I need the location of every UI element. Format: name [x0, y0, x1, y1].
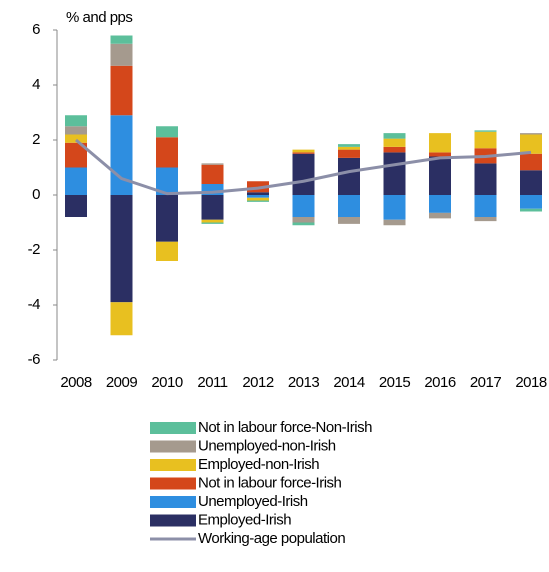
bar-segment	[383, 133, 406, 139]
bar-segment	[110, 35, 133, 44]
bar-segment	[520, 153, 542, 171]
bar-segment	[201, 222, 224, 224]
bar-segment	[429, 156, 451, 195]
legend-label: Not in labour force-Non-Irish	[198, 419, 372, 436]
bar-segment	[383, 195, 406, 220]
bar-segment	[474, 217, 497, 222]
bar-segment	[247, 192, 269, 195]
legend-swatch	[150, 422, 196, 434]
bar-segment	[156, 241, 178, 261]
bar-segment	[201, 184, 224, 195]
bar-segment	[247, 197, 269, 201]
bar-segment	[65, 142, 87, 168]
legend-swatch	[150, 514, 196, 527]
bar-segment	[474, 195, 497, 217]
bar-segment	[338, 149, 360, 158]
bar-segment	[292, 153, 315, 195]
y-tick-label: -4	[28, 296, 40, 313]
bar-segment	[520, 170, 542, 195]
y-tick-label: 6	[32, 21, 40, 38]
bar-segment	[520, 208, 542, 212]
legend-label: Unemployed-Irish	[198, 493, 308, 510]
bar-segment	[474, 130, 497, 132]
bar-segment	[65, 167, 87, 195]
bar-segment	[110, 115, 133, 195]
bar-segment	[383, 219, 406, 226]
bar-segment	[383, 146, 406, 153]
bar-segment	[247, 200, 269, 202]
bar-segment	[110, 195, 133, 303]
bar-segment	[65, 126, 87, 135]
bar-segment	[65, 195, 87, 217]
y-tick-label: 0	[32, 186, 40, 203]
bar-segment	[156, 167, 178, 195]
bar-segment	[201, 164, 224, 184]
x-tick-label: 2014	[333, 374, 365, 391]
x-tick-label: 2015	[379, 374, 411, 391]
bar-segment	[338, 195, 360, 217]
legend-swatch	[150, 477, 196, 490]
bar-segment	[156, 126, 178, 138]
bar-segment	[338, 217, 360, 224]
x-tick-label: 2016	[424, 374, 456, 391]
bar-segment	[292, 195, 315, 217]
line	[75, 138, 532, 196]
bar-segment	[110, 302, 133, 336]
legend-swatch	[150, 440, 196, 453]
x-tick-label: 2009	[106, 374, 138, 391]
bar-segment	[429, 195, 451, 213]
bar-segment	[65, 115, 87, 127]
y-tick-label: -6	[28, 351, 40, 368]
bar-segment	[429, 212, 451, 219]
bar-segment	[65, 134, 87, 143]
y-tick-label: 4	[32, 76, 40, 93]
bar-segment	[247, 195, 269, 198]
x-tick-label: 2018	[515, 374, 547, 391]
bar-segment	[156, 137, 178, 168]
bar-segment	[201, 219, 224, 223]
bar-segment	[110, 43, 133, 66]
x-tick-label: 2010	[151, 374, 183, 391]
bar-segment	[520, 133, 542, 135]
x-tick-label: 2011	[197, 374, 227, 391]
legend-label: Employed-non-Irish	[198, 456, 319, 473]
x-tick-label: 2012	[242, 374, 274, 391]
legend-swatch	[150, 459, 196, 471]
legend-label: Working-age population	[198, 530, 345, 547]
bar-segment	[156, 195, 178, 242]
bar-segment	[201, 195, 224, 220]
bar-segment	[292, 217, 315, 223]
legend-label: Not in labour force-Irish	[198, 474, 342, 491]
bar-segment	[292, 149, 315, 153]
bar-segment	[201, 163, 224, 165]
bar-segment	[383, 138, 406, 147]
legend-swatch	[150, 496, 196, 508]
bar-segment	[429, 152, 451, 157]
bar-segment	[338, 144, 360, 147]
y-axis-label: % and pps	[66, 9, 132, 26]
x-tick-label: 2008	[60, 374, 92, 391]
x-tick-label: 2013	[288, 374, 320, 391]
bar-segment	[474, 131, 497, 149]
bar-segment	[338, 146, 360, 150]
legend-label: Employed-Irish	[198, 511, 291, 528]
bar-segment	[429, 133, 451, 153]
bar-segment	[383, 152, 406, 195]
legend-label: Unemployed-non-Irish	[198, 437, 336, 454]
bar-segment	[110, 65, 133, 116]
bar-segment	[520, 195, 542, 209]
y-tick-label: 2	[32, 131, 40, 148]
bar-segment	[520, 134, 542, 154]
bar-segment	[474, 163, 497, 195]
bar-segment	[338, 157, 360, 195]
bar-segment	[292, 152, 315, 154]
x-tick-label: 2017	[470, 374, 502, 391]
bar-segment	[292, 222, 315, 226]
y-tick-label: -2	[28, 241, 40, 258]
